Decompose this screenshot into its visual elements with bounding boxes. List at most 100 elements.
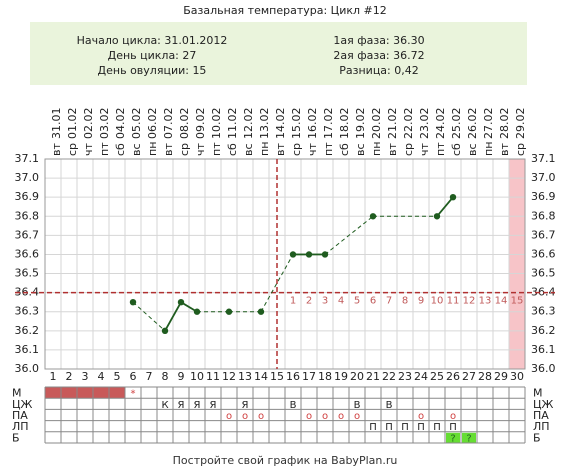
weekday-label: вт [274, 143, 287, 156]
date-label: 26.02 [466, 108, 479, 140]
footer: Постройте свой график на BabyPlan.ru [173, 454, 398, 467]
date-label: 12.02 [242, 108, 255, 140]
phase2-day: 11 [447, 296, 460, 307]
date-label: 22.02 [402, 108, 415, 140]
y-tick-label-right: 36.1 [531, 343, 556, 356]
cell-text: о [306, 411, 312, 422]
filled-cell [77, 387, 93, 399]
date-label: 19.02 [354, 108, 367, 140]
weekday-label: чт [194, 143, 207, 156]
cell-fill [446, 432, 460, 443]
date-label: 24.02 [434, 108, 447, 140]
cell-text: о [354, 411, 360, 422]
x-tick-label: 19 [334, 370, 348, 383]
row-label-right: М [533, 387, 543, 400]
info-text: День цикла: 27 [108, 49, 197, 62]
cell-text: П [417, 422, 425, 433]
line-segment-dashed [260, 254, 294, 312]
row-label: Б [12, 431, 20, 444]
weekday-label: вт [386, 143, 399, 156]
y-tick-label-right: 36.0 [531, 362, 556, 375]
x-tick-label: 28 [478, 370, 492, 383]
point [161, 327, 169, 335]
cell-text: ? [450, 433, 455, 444]
x-tick-label: 18 [318, 370, 332, 383]
weekday-label: вс [354, 143, 367, 156]
row-label: ЦЖ [12, 398, 33, 411]
x-tick-label: 23 [398, 370, 412, 383]
x-tick-label: 21 [366, 370, 380, 383]
point [257, 308, 265, 315]
cell-text: Я [242, 400, 249, 411]
y-tick-label-right: 37.1 [531, 152, 556, 165]
x-tick-label: 17 [302, 370, 316, 383]
cell-text: В [386, 400, 393, 411]
phase2-day: 2 [306, 296, 312, 307]
cell-text: о [418, 411, 424, 422]
row-label: ЛП [12, 420, 29, 433]
y-tick-label: 36.8 [15, 209, 40, 222]
plot-border [44, 158, 526, 370]
filled-cell [61, 387, 77, 399]
date-label: 31.01 [50, 108, 63, 140]
weekday-label: ср [66, 143, 79, 156]
cell-text: Я [194, 400, 201, 411]
cell-text: П [433, 422, 441, 433]
x-tick-label: 8 [162, 370, 169, 383]
point [289, 251, 297, 258]
phase2-day: 15 [511, 296, 524, 307]
cell-text: К [161, 400, 168, 411]
weekday-label: вс [242, 143, 255, 156]
date-label: 03.02 [98, 108, 111, 140]
x-tick-label: 16 [286, 370, 300, 383]
weekday-label: пн [482, 142, 495, 156]
x-tick-label: 20 [350, 370, 364, 383]
phase2-day: 4 [338, 296, 344, 307]
x-tick-label: 1 [50, 370, 57, 383]
cell-text: о [450, 411, 456, 422]
weekday-label: ср [178, 143, 191, 156]
weekday-label: вс [130, 143, 143, 156]
y-tick-label: 36.3 [15, 305, 40, 318]
point [225, 308, 233, 315]
date-label: 23.02 [418, 108, 431, 140]
weekday-label: чт [306, 143, 319, 156]
date-label: 08.02 [178, 108, 191, 140]
phase2-day: 14 [495, 296, 508, 307]
weekday-label: пн [258, 142, 271, 156]
filled-cell [93, 387, 109, 399]
weekday-label: пн [370, 142, 383, 156]
date-label: 07.02 [162, 108, 175, 140]
row-label: М [12, 387, 22, 400]
line-segment [436, 196, 454, 217]
y-tick-label: 36.9 [15, 190, 40, 203]
row-label-right: ЛП [533, 420, 550, 433]
cell-text: о [226, 411, 232, 422]
x-tick-label: 25 [430, 370, 444, 383]
cell-text: * [131, 389, 136, 400]
weekday-label: пт [322, 142, 335, 156]
date-label: 25.02 [450, 108, 463, 140]
x-tick-label: 6 [130, 370, 137, 383]
point [305, 251, 313, 258]
cell-text: П [449, 422, 457, 433]
info-text: 2ая фаза: 36.72 [333, 49, 424, 62]
cell-fill [462, 432, 476, 443]
weekday-label: пт [434, 142, 447, 156]
phase2-day: 6 [370, 296, 376, 307]
row-label: ПА [12, 409, 28, 422]
point [177, 298, 185, 306]
phase2-day: 12 [463, 296, 476, 307]
y-tick-label-right: 36.6 [531, 247, 556, 260]
point [449, 193, 457, 201]
x-tick-label: 2 [66, 370, 73, 383]
weekday-label: чт [82, 143, 95, 156]
y-tick-label-right: 36.3 [531, 305, 556, 318]
line-segment-dashed [132, 301, 166, 332]
y-tick-label: 36.7 [15, 228, 40, 241]
date-label: 05.02 [130, 108, 143, 140]
date-label: 29.02 [514, 108, 527, 140]
phase2-day: 13 [479, 296, 492, 307]
x-tick-label: 11 [206, 370, 220, 383]
